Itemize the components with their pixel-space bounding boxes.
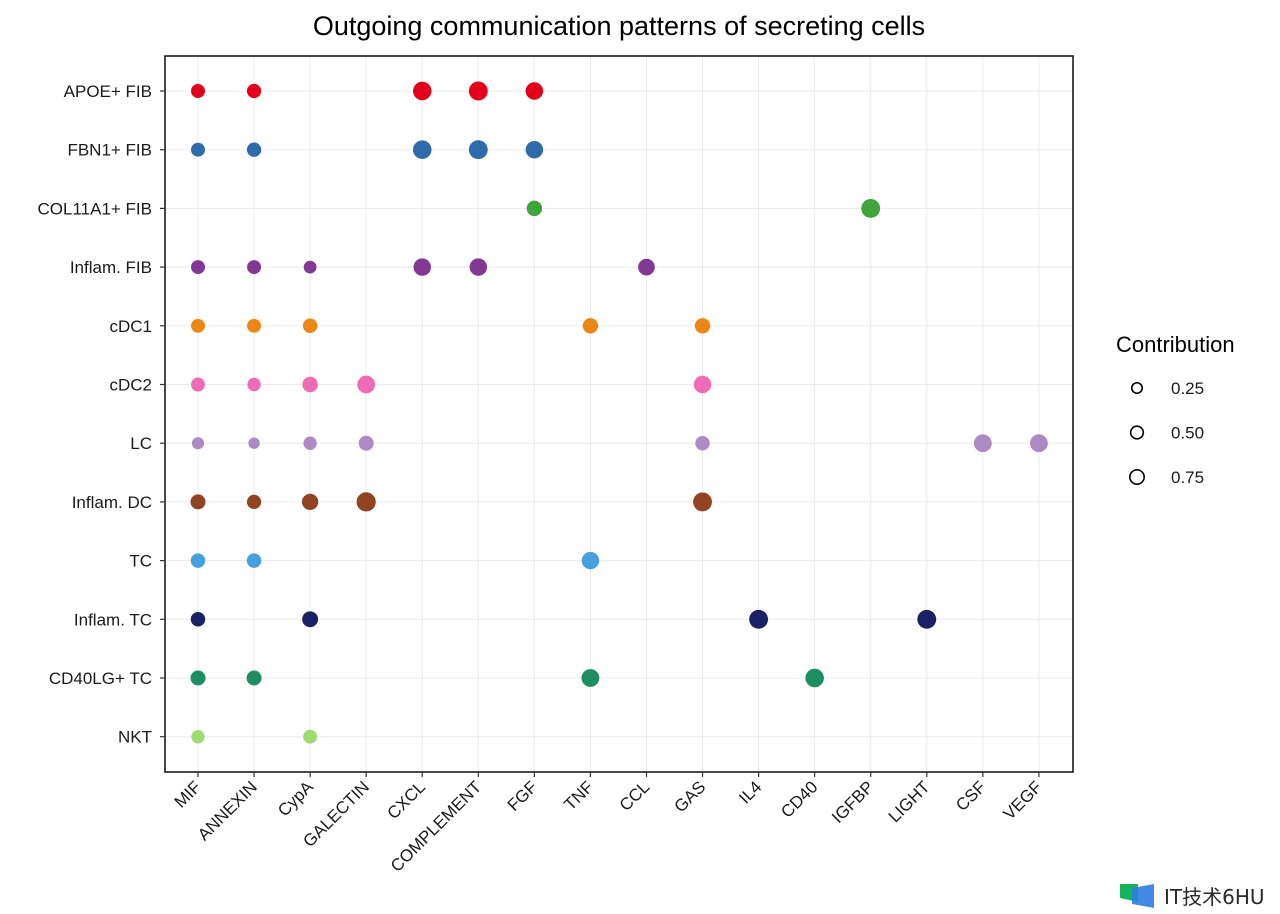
data-point: [246, 83, 262, 99]
y-tick-label: APOE+ FIB: [64, 82, 152, 101]
data-point: [303, 260, 317, 274]
x-tick-label: CypA: [274, 777, 317, 820]
data-point: [526, 200, 543, 217]
data-point: [468, 140, 488, 160]
data-points: [190, 81, 1048, 744]
data-point: [695, 435, 710, 451]
legend-label: 0.75: [1171, 468, 1204, 487]
x-tick-label: CD40: [777, 777, 821, 821]
data-point: [190, 553, 206, 568]
legend-key: [1129, 469, 1145, 485]
x-tick-label: VEGF: [1000, 777, 1046, 823]
data-point: [191, 437, 205, 450]
data-point: [302, 318, 318, 334]
y-tick-label: cDC2: [109, 376, 152, 395]
plot-panel-border: [164, 55, 1074, 773]
data-point: [302, 611, 319, 628]
data-point: [247, 318, 262, 333]
data-point: [191, 729, 205, 744]
chart-title: Outgoing communication patterns of secre…: [313, 11, 925, 41]
data-point: [805, 668, 824, 688]
legend-key: [1129, 425, 1145, 440]
data-point: [357, 375, 376, 394]
data-point: [1029, 434, 1048, 453]
x-tick-label: IL4: [735, 777, 765, 807]
x-tick-label: IGFBP: [828, 777, 878, 827]
y-tick-label: FBN1+ FIB: [67, 141, 152, 160]
legend-label: 0.25: [1171, 379, 1204, 398]
data-point: [302, 376, 318, 393]
x-tick-label: MIF: [171, 777, 205, 811]
watermark: IT技术6HU: [1118, 880, 1265, 910]
data-point: [693, 492, 712, 512]
data-point: [413, 258, 431, 276]
data-point: [581, 669, 600, 687]
data-point: [191, 84, 205, 98]
y-tick-label: Inflam. FIB: [70, 258, 152, 277]
data-point: [191, 142, 205, 157]
data-point: [525, 82, 544, 100]
data-point: [581, 551, 600, 570]
y-tick-label: Inflam. DC: [72, 493, 152, 512]
data-point: [468, 81, 488, 101]
data-point: [861, 198, 881, 218]
x-tick-label: CCL: [616, 777, 653, 814]
y-tick-label: TC: [129, 552, 152, 571]
data-point: [191, 260, 205, 275]
data-point: [358, 435, 374, 451]
data-point: [246, 142, 262, 157]
y-tick-label: cDC1: [109, 317, 152, 336]
data-point: [246, 670, 262, 686]
data-point: [301, 493, 319, 511]
data-point: [917, 609, 937, 629]
legend-label: 0.50: [1171, 424, 1204, 443]
data-point: [191, 318, 205, 333]
y-tick-label: COL11A1+ FIB: [38, 199, 153, 218]
x-tick-label: CXCL: [384, 777, 430, 823]
data-point: [190, 494, 206, 510]
x-tick-label: GAS: [671, 777, 710, 816]
data-point: [190, 612, 206, 627]
data-point: [248, 437, 260, 449]
x-tick-label: TNF: [560, 777, 597, 814]
data-point: [190, 670, 206, 686]
data-point: [356, 492, 376, 512]
x-tick-label: ANNEXIN: [194, 777, 261, 844]
data-point: [638, 258, 655, 276]
data-point: [246, 553, 262, 568]
data-point: [525, 140, 544, 159]
x-tick-label: CSF: [952, 777, 989, 814]
data-point: [246, 494, 262, 510]
data-point: [303, 729, 318, 744]
gridlines: [165, 56, 1073, 772]
y-axis: APOE+ FIB FBN1+ FIB COL11A1+ FIB Inflam. FI…: [38, 82, 165, 747]
y-tick-label: CD40LG+ TC: [49, 669, 152, 688]
y-tick-label: NKT: [118, 728, 152, 747]
data-point: [973, 434, 992, 453]
data-point: [247, 260, 262, 275]
data-point: [247, 377, 261, 392]
size-legend: Contribution 0.25 0.50 0.75: [1116, 332, 1235, 487]
x-tick-label: LIGHT: [885, 777, 934, 826]
data-point: [303, 436, 317, 450]
watermark-text: IT技术6HU: [1164, 884, 1265, 909]
data-point: [694, 318, 711, 334]
data-point: [582, 318, 599, 334]
y-tick-label: Inflam. TC: [74, 610, 152, 629]
data-point: [693, 375, 712, 394]
data-point: [412, 81, 432, 101]
data-point: [191, 377, 205, 392]
logo-icon: [1120, 884, 1154, 908]
data-point: [469, 258, 488, 276]
x-tick-label: FGF: [504, 777, 541, 814]
legend-title: Contribution: [1116, 332, 1235, 357]
y-tick-label: LC: [130, 434, 152, 453]
data-point: [749, 609, 769, 629]
legend-key: [1130, 381, 1144, 395]
data-point: [412, 140, 432, 159]
